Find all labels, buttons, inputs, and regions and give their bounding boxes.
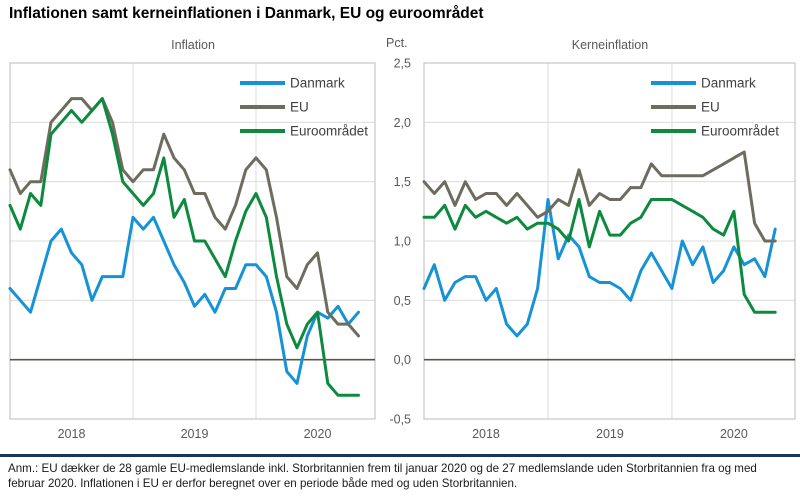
x-axis-label: 2020 bbox=[720, 427, 748, 441]
x-axis-label: 2020 bbox=[304, 427, 332, 441]
charts-canvas: Inflation Danmark EU Euroområdet 2018 2019 202… bbox=[8, 36, 796, 441]
page-title: Inflationen samt kerneinflationen i Danm… bbox=[9, 5, 484, 22]
chart-subtitle: Kerneinflation bbox=[572, 38, 648, 52]
series-line-euroområdet bbox=[8, 97, 360, 397]
legend-label-eu: EU bbox=[701, 100, 720, 115]
y-axis-unit-label: Pct. bbox=[386, 36, 408, 50]
chart-subtitle: Inflation bbox=[171, 38, 215, 52]
legend-label-danmark: Danmark bbox=[290, 76, 345, 91]
series-line-euroområdet bbox=[422, 198, 777, 314]
footnote: Anm.: EU dækker de 28 gamle EU-medlemsla… bbox=[0, 454, 800, 492]
x-axis-label: 2019 bbox=[181, 427, 209, 441]
legend-label-danmark: Danmark bbox=[701, 76, 756, 91]
series-line-eu bbox=[422, 150, 777, 243]
y-axis-label: 2,0 bbox=[394, 116, 411, 130]
x-axis-label: 2018 bbox=[472, 427, 500, 441]
legend-label-euroområdet: Euroområdet bbox=[701, 124, 779, 139]
footnote-text: Anm.: EU dækker de 28 gamle EU-medlemsla… bbox=[8, 462, 757, 491]
series-line-danmark bbox=[422, 198, 777, 338]
legend-label-eu: EU bbox=[290, 100, 309, 115]
series-line-danmark bbox=[8, 215, 360, 385]
y-axis-label: 1,0 bbox=[394, 235, 411, 249]
series-line-eu bbox=[8, 97, 360, 338]
y-axis-label: 1,5 bbox=[394, 175, 411, 189]
x-axis-label: 2019 bbox=[596, 427, 624, 441]
y-axis-label: 2,5 bbox=[394, 57, 411, 71]
y-axis-label: -0,5 bbox=[389, 413, 411, 427]
y-axis-label: 0,5 bbox=[394, 294, 411, 308]
legend-label-euroområdet: Euroområdet bbox=[290, 124, 368, 139]
y-axis-label: 0,0 bbox=[394, 353, 411, 367]
plot-border bbox=[9, 62, 376, 420]
plot-border bbox=[423, 62, 796, 420]
x-axis-label: 2018 bbox=[58, 427, 86, 441]
